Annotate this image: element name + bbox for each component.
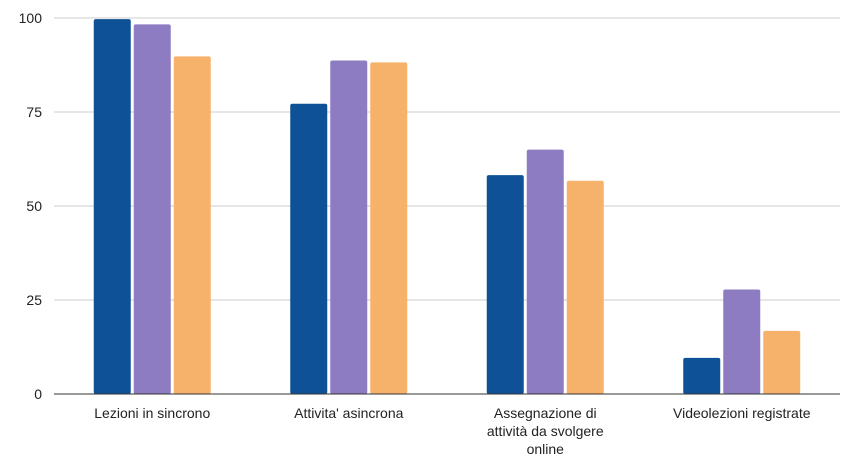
x-category-label: Videolezioni registrate <box>673 405 811 421</box>
bar-series-2 <box>723 289 761 394</box>
y-tick-label: 0 <box>34 386 42 402</box>
bar-series-3 <box>763 330 801 394</box>
x-category-label: Assegnazione di attività da svolgere onlin… <box>487 405 604 457</box>
x-category-label-line: online <box>527 441 565 457</box>
x-category-label: Lezioni in sincrono <box>94 405 210 421</box>
bar-series-1 <box>93 19 131 395</box>
bar-series-3 <box>173 56 211 395</box>
bar-series-2 <box>330 60 368 394</box>
x-category-label-line: attività da svolgere <box>487 423 604 439</box>
y-tick-label: 75 <box>26 104 42 120</box>
bar-series-3 <box>566 180 604 394</box>
bar-series-1 <box>486 175 524 394</box>
bar-series-2 <box>526 149 564 394</box>
x-category-label-line: Assegnazione di <box>494 405 597 421</box>
x-category-label-line: Videolezioni registrate <box>673 405 811 421</box>
x-category-label-line: Lezioni in sincrono <box>94 405 210 421</box>
x-category-label: Attivita' asincrona <box>294 405 403 421</box>
bars <box>93 19 801 395</box>
y-tick-label: 25 <box>26 292 42 308</box>
bar-series-2 <box>133 24 171 395</box>
gridlines <box>54 17 840 301</box>
x-category-label-line: Attivita' asincrona <box>294 405 403 421</box>
y-tick-label: 100 <box>19 10 43 26</box>
y-axis-tick-labels: 0 25 50 75 100 <box>19 10 43 402</box>
bar-series-1 <box>290 103 328 394</box>
y-tick-label: 50 <box>26 198 42 214</box>
x-axis-category-labels: Lezioni in sincrono Attivita' asincrona As… <box>94 405 810 457</box>
bar-series-3 <box>370 62 408 394</box>
bar-series-1 <box>683 357 721 394</box>
